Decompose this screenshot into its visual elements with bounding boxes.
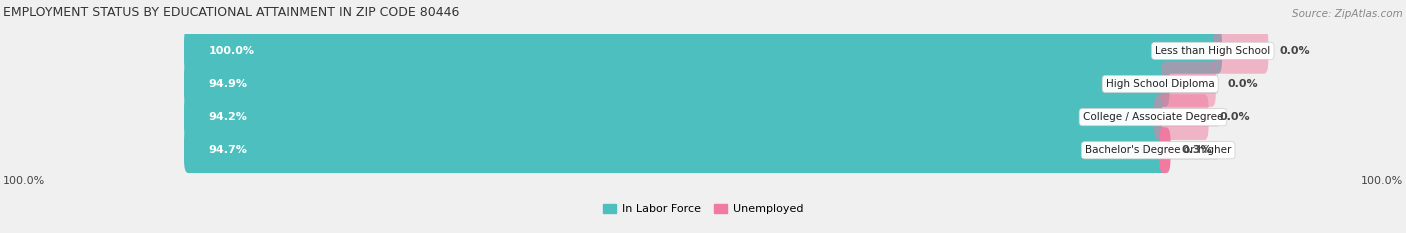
Bar (188, 74, 1218, 94)
Text: 100.0%: 100.0% (208, 46, 254, 56)
Legend: In Labor Force, Unemployed: In Labor Force, Unemployed (598, 200, 808, 219)
Text: 0.0%: 0.0% (1279, 46, 1310, 56)
Text: 100.0%: 100.0% (3, 176, 45, 186)
FancyBboxPatch shape (184, 61, 1170, 107)
Bar (188, 41, 1218, 61)
FancyBboxPatch shape (1161, 61, 1216, 107)
Text: College / Associate Degree: College / Associate Degree (1083, 112, 1223, 122)
Bar (188, 141, 1218, 160)
Text: EMPLOYMENT STATUS BY EDUCATIONAL ATTAINMENT IN ZIP CODE 80446: EMPLOYMENT STATUS BY EDUCATIONAL ATTAINM… (3, 7, 460, 19)
Text: Less than High School: Less than High School (1156, 46, 1271, 56)
Text: 94.7%: 94.7% (208, 145, 247, 155)
Bar (188, 107, 1218, 127)
Text: 0.0%: 0.0% (1220, 112, 1250, 122)
FancyBboxPatch shape (1213, 28, 1268, 74)
Text: Bachelor's Degree or higher: Bachelor's Degree or higher (1085, 145, 1232, 155)
FancyBboxPatch shape (1154, 94, 1209, 140)
Text: 0.0%: 0.0% (1227, 79, 1258, 89)
Text: 100.0%: 100.0% (1361, 176, 1403, 186)
Text: 94.2%: 94.2% (208, 112, 247, 122)
Text: 0.3%: 0.3% (1182, 145, 1212, 155)
FancyBboxPatch shape (184, 127, 1167, 173)
Text: High School Diploma: High School Diploma (1107, 79, 1215, 89)
FancyBboxPatch shape (184, 94, 1163, 140)
Text: Source: ZipAtlas.com: Source: ZipAtlas.com (1292, 10, 1403, 19)
Text: 94.9%: 94.9% (208, 79, 247, 89)
FancyBboxPatch shape (1159, 127, 1171, 173)
FancyBboxPatch shape (184, 28, 1222, 74)
